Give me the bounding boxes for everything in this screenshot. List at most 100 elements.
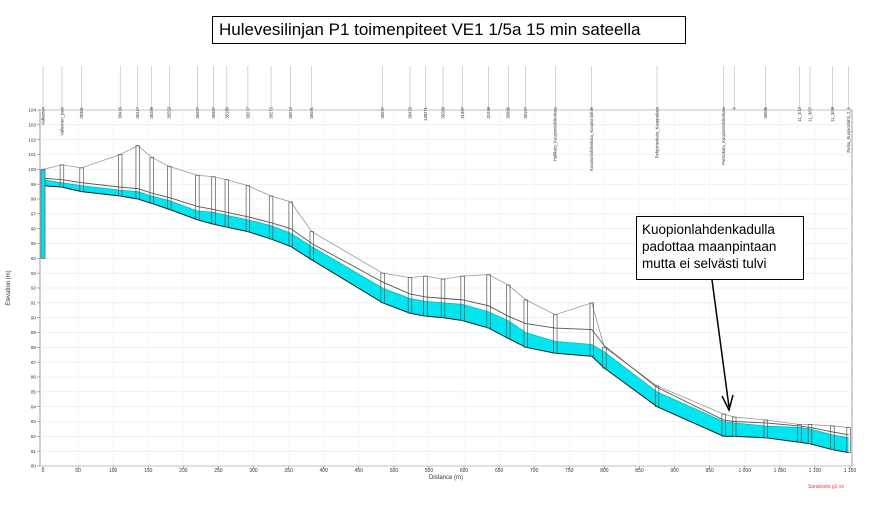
y-tick-label: 96 [31,226,37,231]
y-tick-label: 87 [31,360,37,365]
manhole-shaft [830,425,835,451]
node-label: 38037 [380,106,385,118]
manhole-shaft [807,424,813,445]
node-label: 38180 [224,106,229,118]
manhole-shaft [506,284,511,339]
y-tick-label: 101 [28,152,36,157]
x-tick-label: 150 [144,468,153,474]
y-axis-label: Elevation (m) [6,270,12,305]
manhole-shaft [167,166,172,210]
manhole-shaft [423,275,428,317]
manhole-shaft [654,385,660,408]
x-tick-label: 1 150 [844,468,857,474]
x-tick-label: 550 [425,468,434,474]
node-label: 138271 [423,106,428,121]
node-label: Valkeinen_pato [59,106,64,135]
y-tick-label: 81 [31,449,37,454]
y-tick-label: 84 [31,404,37,409]
node-label: 11_2/12 [797,106,802,121]
y-tick-label: 102 [28,137,36,142]
y-tick-label: 103 [28,123,36,128]
manhole-shaft [486,274,491,329]
annotation-callout: Kuopionlahdenkadulla padottaa maanpintaa… [636,216,804,280]
y-tick-label: 95 [31,241,37,246]
y-tick-label: 80 [31,464,37,469]
y-tick-label: 97 [31,212,37,217]
manhole-shaft [407,277,413,314]
y-tick-label: 99 [31,182,37,187]
manhole-shaft [309,231,314,261]
node-label: Puistokatu_Kuopionlahdenkatu [721,106,726,164]
x-tick-label: 950 [705,468,714,474]
manhole-shaft [195,174,200,221]
x-tick-label: 450 [355,468,364,474]
node-label: Hallikatu_Kuopionlahdenkatu [553,106,558,161]
manhole-shaft [553,314,558,354]
node-label: 38289 [149,106,154,118]
water-level-line [42,179,849,439]
x-tick-label: 200 [179,468,188,474]
manhole-shaft [602,346,607,369]
node-label: 38417 [135,106,140,118]
node-label: 11_3/07 [807,106,812,121]
y-tick-label: 91 [31,301,37,306]
x-tick-label: 500 [390,468,399,474]
manhole-shaft [589,302,594,357]
manhole-shaft [721,413,726,437]
node-label: 31038 [486,106,491,118]
x-tick-label: 400 [320,468,329,474]
x-tick-label: 50 [75,468,81,474]
x-tick-label: 800 [600,468,609,474]
y-tick-label: 89 [31,330,37,335]
node-label: 38277 [245,106,250,118]
node-label: 38289 [440,106,445,118]
manhole-shaft [135,145,140,200]
node-label: 38457 [195,106,200,118]
x-tick-label: 350 [284,468,293,474]
x-tick-label: 850 [635,468,644,474]
x-tick-label: 1 100 [809,468,822,474]
x-tick-label: 600 [460,468,469,474]
manhole-shaft [732,416,737,437]
y-tick-label: 85 [31,390,37,395]
y-tick-label: 83 [31,419,37,424]
manhole-shaft [224,179,230,228]
y-tick-label: 90 [31,315,37,320]
manhole-shaft [797,424,802,443]
ground-level-line [42,145,849,428]
grid [40,109,852,467]
callout-arrow [711,279,730,408]
manhole-shaft [79,167,84,192]
x-tick-label: 0 [42,468,45,474]
node-label: 38212 [288,106,293,118]
x-tick-label: 750 [565,468,574,474]
node-label: 38381 [79,106,84,118]
node-label: 38387 [211,106,216,118]
manhole-shaft [149,157,154,204]
x-tick-label: 1 000 [738,468,751,474]
y-tick-label: 88 [31,345,37,350]
y-tick-label: 104 [28,108,36,113]
manhole-shaft [245,185,251,232]
y-tick-label: 100 [28,167,36,172]
node-label: 6 [732,106,737,109]
manhole-shaft [59,164,65,188]
x-tick-label: 700 [530,468,539,474]
footer-stamp: Sarakosto.g1-xx [808,484,845,490]
node-label: 38685 [506,106,511,118]
manhole-shaft [211,176,216,225]
node-label: 38272 [268,106,273,118]
manhole-shaft [440,278,446,319]
x-tick-label: 1 050 [774,468,787,474]
y-tick-label: 94 [31,256,37,261]
node-label: 38491 [309,106,314,118]
y-tick-label: 98 [31,197,37,202]
node-label: Valkeinen [40,106,45,125]
callout-arrow-head [721,394,734,413]
y-tick-label: 86 [31,375,37,380]
node-label: 11_3/08 [830,106,835,121]
node-label: 38085 [763,106,768,118]
node-label: 38416 [118,106,123,118]
y-tick-label: 93 [31,271,37,276]
node-label: 38197 [523,106,528,118]
